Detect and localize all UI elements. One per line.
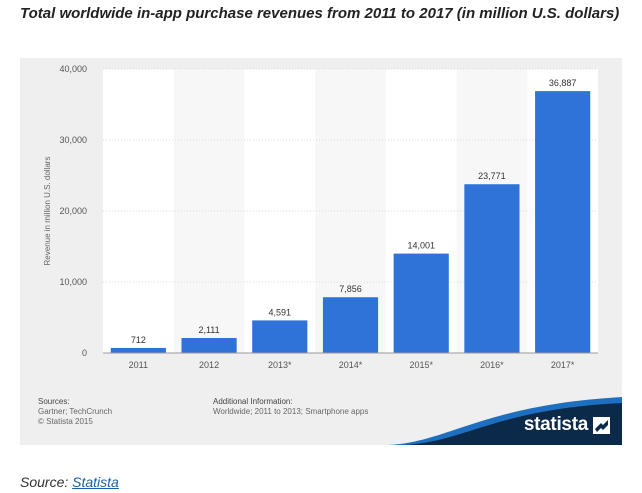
- x-tick-label: 2017*: [551, 360, 575, 370]
- x-tick-label: 2012: [199, 360, 219, 370]
- sources-label: Sources:: [38, 397, 70, 406]
- statista-logo[interactable]: statista: [387, 395, 622, 445]
- y-axis-title: Revenue in million U.S. dollars: [43, 157, 52, 266]
- bar-value-label: 2,111: [198, 325, 219, 335]
- bar: [110, 347, 166, 353]
- bar-value-label: 36,887: [549, 78, 577, 88]
- x-tick-label: 2015*: [409, 360, 433, 370]
- sources-block: Sources: Gartner; TechCrunch © Statista …: [38, 397, 112, 427]
- y-tick-label: 30,000: [59, 135, 87, 145]
- bar: [252, 320, 308, 353]
- bar-value-label: 14,001: [407, 241, 435, 251]
- chart-panel: 0 10,000 20,000 30,000 40,000 Revenue in mill…: [20, 58, 622, 445]
- bar-chart: 0 10,000 20,000 30,000 40,000 Revenue in mill…: [43, 64, 598, 370]
- x-tick-label: 2014*: [339, 360, 363, 370]
- statista-source-link[interactable]: Statista: [72, 474, 119, 490]
- brand-wave-main: [405, 403, 622, 445]
- bar-value-label: 712: [131, 335, 146, 345]
- bar: [322, 297, 379, 353]
- bar-value-label: 4,591: [269, 307, 292, 317]
- y-tick-label: 0: [82, 348, 87, 358]
- source-prefix: Source:: [20, 474, 73, 490]
- y-tick-label: 20,000: [59, 206, 87, 216]
- bar: [464, 184, 520, 353]
- y-tick-label: 10,000: [59, 277, 87, 287]
- brand-wave: [387, 397, 622, 445]
- statista-mark-icon: [593, 417, 610, 434]
- x-tick-label: 2011: [129, 360, 148, 370]
- page-title: Total worldwide in-app purchase revenues…: [20, 5, 620, 22]
- source-credit: Source: Statista: [20, 474, 119, 490]
- y-tick-label: 40,000: [59, 64, 87, 74]
- additional-info-label: Additional Information:: [213, 397, 293, 406]
- bar-value-label: 7,856: [339, 284, 362, 294]
- bar: [535, 91, 591, 353]
- bar: [393, 253, 449, 353]
- copyright-line: © Statista 2015: [38, 417, 93, 426]
- brand-name: statista: [523, 414, 588, 435]
- x-tick-label: 2013*: [268, 360, 292, 370]
- bar-value-label: 23,771: [478, 171, 506, 181]
- additional-info-line: Worldwide; 2011 to 2013; Smartphone apps: [213, 407, 369, 416]
- additional-info-block: Additional Information: Worldwide; 2011 …: [213, 397, 368, 417]
- sources-line: Gartner; TechCrunch: [38, 407, 113, 416]
- bar: [181, 338, 237, 353]
- x-tick-label: 2016*: [480, 360, 504, 370]
